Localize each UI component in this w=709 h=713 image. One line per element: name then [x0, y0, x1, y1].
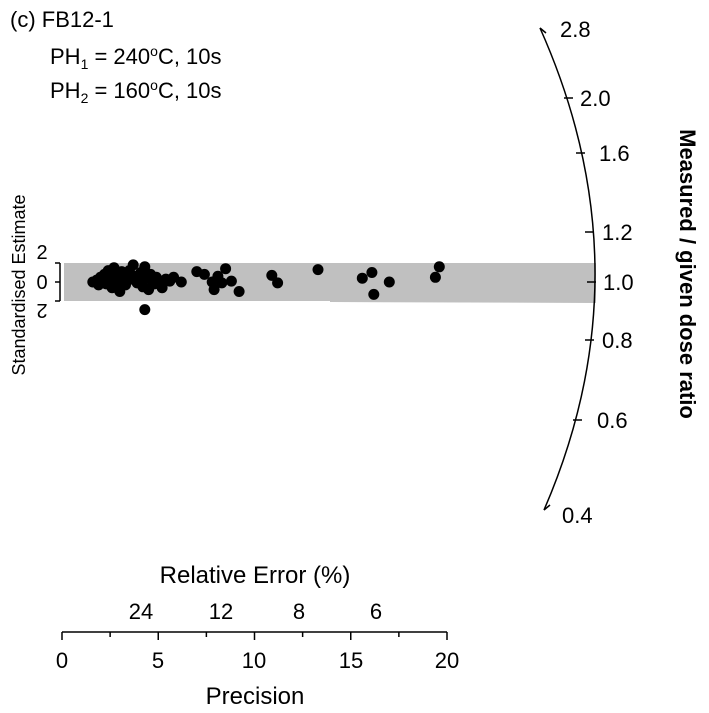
x-axis: 0 5 10 15 20 Precision — [56, 631, 459, 710]
data-point-38 — [175, 276, 187, 288]
x-tick-label-20: 20 — [435, 648, 459, 673]
data-point-41 — [198, 268, 210, 280]
data-point-56 — [429, 271, 441, 283]
x-axis-title: Precision — [206, 683, 305, 710]
data-point-54 — [368, 288, 380, 300]
annotation-ph1-rest: C, 10s — [158, 44, 222, 69]
relative-error-tick-8: 8 — [293, 599, 305, 624]
radial-tick-1.2: 1.2 — [585, 220, 633, 245]
radial-tick-label: 1.0 — [603, 270, 634, 295]
band-right — [330, 263, 596, 303]
data-points — [87, 259, 445, 316]
y-axis: 2 0 2 Standardised Estimate — [9, 194, 61, 376]
radial-arc — [539, 27, 596, 511]
data-point-53 — [366, 267, 378, 278]
radial-tick-0.6: 0.6 — [573, 408, 628, 433]
radial-tick-2.0: 2.0 — [564, 86, 611, 111]
radial-tick-mark — [539, 27, 547, 34]
data-point-20 — [127, 259, 139, 271]
annotation-ph1-sup: o — [150, 43, 158, 59]
relative-error-tick-24: 24 — [129, 599, 153, 624]
data-point-47 — [225, 275, 237, 287]
radial-tick-0.4: 0.4 — [543, 503, 593, 528]
radial-tick-2.8: 2.8 — [539, 17, 591, 42]
radial-tick-label: 0.6 — [597, 408, 628, 433]
relative-error-axis: Relative Error (%) 24 12 8 6 — [129, 562, 382, 624]
data-point-39 — [139, 304, 151, 316]
x-tick-marks — [61, 632, 448, 640]
data-point-34 — [156, 282, 168, 294]
radial-tick-label: 2.0 — [580, 86, 611, 111]
annotation-ph2-sup: o — [150, 77, 158, 93]
data-point-48 — [233, 286, 245, 297]
data-point-43 — [208, 284, 220, 296]
annotation-ph1-sub: 1 — [81, 56, 89, 72]
radial-tick-label: 0.8 — [602, 328, 633, 353]
y-tick-label-bottom: 2 — [36, 299, 47, 321]
annotation-ph2-eq: = 160 — [88, 78, 150, 103]
radial-tick-label: 0.4 — [562, 503, 593, 528]
annotation-ph2-prefix: PH — [50, 78, 81, 103]
data-point-49 — [266, 269, 278, 281]
radial-tick-0.8: 0.8 — [585, 328, 633, 353]
data-point-52 — [356, 272, 368, 284]
annotation-ph1-eq: = 240 — [88, 44, 150, 69]
radial-tick-1.0: 1.0 — [587, 270, 634, 295]
relative-error-tick-12: 12 — [209, 599, 233, 624]
radial-tick-label: 1.2 — [602, 220, 633, 245]
data-point-45 — [216, 277, 228, 289]
y-tick-label-mid: 0 — [36, 272, 47, 294]
annotation-ph1-prefix: PH — [50, 44, 81, 69]
y-axis-title: Standardised Estimate — [9, 194, 29, 375]
x-tick-label-10: 10 — [242, 648, 266, 673]
panel-label: (c) FB12-1 — [10, 7, 114, 32]
data-point-57 — [433, 261, 445, 273]
radial-axis: 2.8 2.0 1.6 1.2 1.0 0.8 0.6 0.4 — [539, 17, 700, 528]
relative-error-tick-6: 6 — [370, 599, 382, 624]
data-point-50 — [272, 277, 284, 289]
radial-axis-title: Measured / given dose ratio — [675, 129, 700, 419]
y-tick-label-top: 2 — [36, 242, 47, 264]
radial-tick-1.6: 1.6 — [576, 141, 630, 166]
data-point-26 — [139, 261, 151, 273]
x-tick-label-15: 15 — [339, 648, 363, 673]
data-point-51 — [312, 264, 324, 276]
annotation-ph2-rest: C, 10s — [158, 78, 222, 103]
data-point-55 — [383, 276, 395, 288]
relative-error-title: Relative Error (%) — [160, 562, 351, 589]
radial-tick-label: 1.6 — [599, 141, 630, 166]
radial-tick-label: 2.8 — [560, 17, 591, 42]
data-point-46 — [220, 263, 232, 275]
x-tick-label-5: 5 — [152, 648, 164, 673]
x-tick-label-0: 0 — [56, 648, 68, 673]
annotation-ph2-sub: 2 — [81, 90, 89, 106]
annotation-ph2: PH2 = 160oC, 10s — [50, 77, 222, 106]
annotation-ph1: PH1 = 240oC, 10s — [50, 43, 222, 72]
radial-tick-mark — [543, 504, 551, 511]
